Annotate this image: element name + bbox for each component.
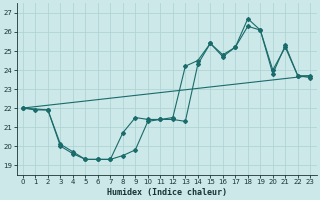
X-axis label: Humidex (Indice chaleur): Humidex (Indice chaleur) — [107, 188, 227, 197]
